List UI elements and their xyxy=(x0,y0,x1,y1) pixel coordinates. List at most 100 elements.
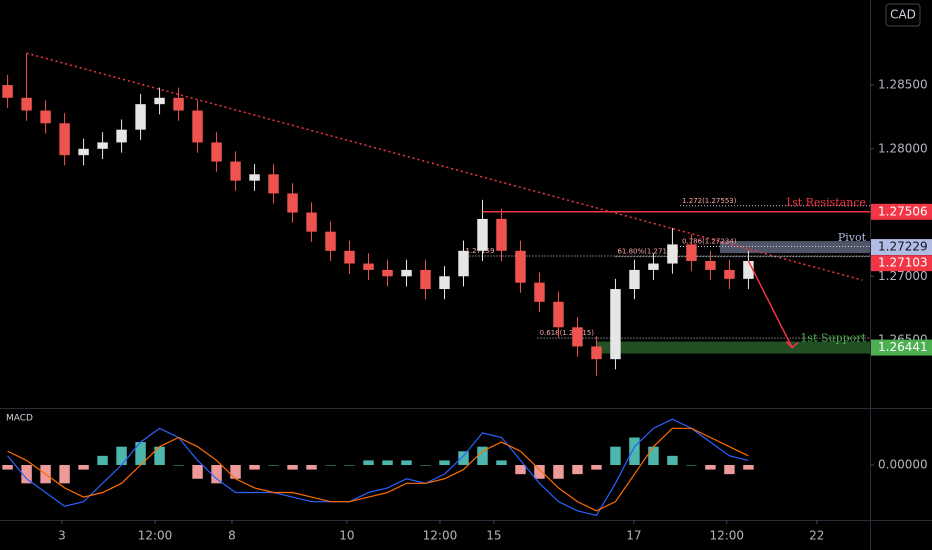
macd-histogram-bar xyxy=(154,446,165,465)
candle-body xyxy=(515,250,526,283)
candle-body xyxy=(686,244,697,261)
candle-body xyxy=(116,129,127,143)
forecast-arrow xyxy=(747,260,793,348)
candle-body xyxy=(591,346,602,360)
forecast-arrowhead xyxy=(785,341,799,349)
y-tick-label: 1.27000 xyxy=(878,269,928,283)
candle-body xyxy=(173,97,184,111)
x-tick-label: 8 xyxy=(228,529,236,543)
macd-histogram-bar xyxy=(382,460,393,465)
price-box xyxy=(871,203,932,220)
macd-histogram-bar xyxy=(553,465,564,479)
level-zone xyxy=(719,241,870,254)
level-label: 1st Resistance xyxy=(785,196,866,209)
y-tick-label: 1.28000 xyxy=(878,141,928,155)
candle-body xyxy=(401,269,412,277)
macd-histogram-bar xyxy=(610,446,621,465)
macd-histogram-bar xyxy=(572,465,583,475)
x-tick-label: 15 xyxy=(486,529,501,543)
candle-body xyxy=(382,269,393,277)
macd-histogram-bar xyxy=(2,465,13,470)
macd-histogram-bar xyxy=(97,455,108,465)
level-zone xyxy=(596,341,870,354)
currency: CAD xyxy=(890,8,916,22)
macd-histogram-bar xyxy=(496,460,507,465)
macd-line xyxy=(7,418,749,517)
price-box xyxy=(871,255,932,272)
macd-histogram-bar xyxy=(21,465,32,484)
candle-body xyxy=(287,193,298,213)
candle-body xyxy=(59,123,70,156)
price-box-label: 1.27229 xyxy=(878,240,928,254)
currency-box xyxy=(885,3,921,27)
candle-body xyxy=(249,174,260,181)
macd-y-tick-label: 0.00000 xyxy=(878,458,928,472)
fib-label: 1.272(1.27553) xyxy=(682,197,737,205)
candle-body xyxy=(439,276,450,290)
candle-body xyxy=(553,301,564,328)
candle-body xyxy=(78,148,89,156)
x-tick-label: 22 xyxy=(809,529,824,543)
candle-body xyxy=(667,244,678,264)
x-tick-label: 10 xyxy=(339,529,354,543)
candle-body xyxy=(743,260,754,279)
macd-histogram-bar xyxy=(686,465,697,466)
candle-body xyxy=(610,289,621,360)
trendline xyxy=(26,52,863,281)
macd-histogram-bar xyxy=(135,442,146,465)
y-tick-label: 1.28500 xyxy=(878,78,928,92)
x-tick-label: 12:00 xyxy=(709,529,744,543)
candle-body xyxy=(135,104,146,130)
macd-histogram-bar xyxy=(515,465,526,475)
x-tick-label: 12:00 xyxy=(138,529,173,543)
macd-histogram-bar xyxy=(287,465,298,470)
candle-body xyxy=(477,218,488,251)
macd-histogram-bar xyxy=(667,455,678,465)
macd-histogram-bar xyxy=(420,465,431,466)
candle-body xyxy=(363,263,374,270)
price-box-label: 1.27103 xyxy=(878,256,928,270)
candle-body xyxy=(2,85,13,98)
candle-body xyxy=(230,161,241,181)
macd-histogram-bar xyxy=(705,465,716,470)
candle-body xyxy=(268,174,279,194)
candle-body xyxy=(724,269,735,279)
candle-body xyxy=(572,327,583,347)
macd-histogram-bar xyxy=(363,460,374,465)
price-box-label: 1.27506 xyxy=(878,204,928,218)
candle-body xyxy=(420,269,431,290)
level-label: Pivot xyxy=(838,231,867,244)
macd-histogram-bar xyxy=(477,446,488,465)
macd-histogram-bar xyxy=(344,465,355,466)
fib-label: 0.786(1.27234) xyxy=(682,237,737,245)
macd-histogram-bar xyxy=(268,465,279,466)
candle-body xyxy=(211,142,222,162)
macd-histogram-bar xyxy=(648,446,659,465)
macd-histogram-bar xyxy=(325,465,336,466)
fib-label: 1.27159 xyxy=(465,247,494,255)
candle-body xyxy=(705,260,716,270)
macd-histogram-bar xyxy=(78,465,89,470)
macd-histogram-bar xyxy=(401,460,412,465)
macd-histogram-bar xyxy=(591,465,602,470)
macd-histogram-bar xyxy=(211,465,222,484)
fib-label: 0.618(1.26515) xyxy=(540,329,595,337)
macd-histogram-bar xyxy=(192,465,203,479)
macd-histogram-bar xyxy=(534,465,545,479)
macd-histogram-bar xyxy=(230,465,241,479)
candle-body xyxy=(629,269,640,290)
macd-histogram-bar xyxy=(458,451,469,465)
candle-body xyxy=(344,250,355,264)
macd-histogram-bar xyxy=(173,465,184,466)
candle-body xyxy=(21,97,32,111)
candle-body xyxy=(534,282,545,302)
candle-body xyxy=(325,231,336,251)
macd-histogram-bar xyxy=(116,446,127,465)
candle-body xyxy=(192,110,203,143)
price-box-label: 1.26441 xyxy=(878,340,928,354)
candle-body xyxy=(496,218,507,251)
macd-title: MACD xyxy=(6,414,33,424)
candle-body xyxy=(154,97,165,105)
level-label: 1st Support xyxy=(800,332,866,345)
